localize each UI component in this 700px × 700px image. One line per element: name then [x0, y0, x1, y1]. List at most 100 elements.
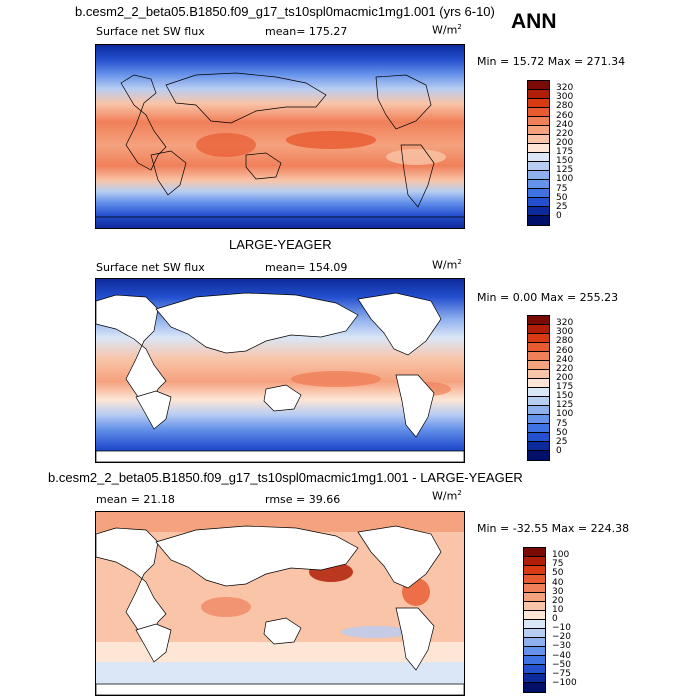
colorbar-tick-label: 200	[556, 137, 574, 148]
colorbar-tick-label: 25	[556, 436, 568, 447]
colorbar-swatch	[528, 99, 549, 108]
colorbar-swatch	[528, 171, 549, 180]
colorbar-swatch	[528, 325, 549, 334]
colorbar-tick-label: −100	[552, 677, 577, 688]
colorbar-tick-label: 260	[556, 110, 574, 121]
panel1-colorbar	[527, 80, 550, 226]
colorbar-tick-label: 320	[556, 318, 574, 329]
panel2-title: LARGE-YEAGER	[229, 237, 332, 252]
colorbar-tick-label: 20	[552, 595, 564, 606]
colorbar-tick-label: 75	[556, 418, 568, 429]
colorbar-swatch	[524, 620, 545, 629]
panel1-coastlines	[96, 72, 464, 218]
colorbar-tick-label: 300	[556, 92, 574, 103]
colorbar-swatch	[528, 352, 549, 361]
season-label: ANN	[511, 10, 557, 33]
panel2-variable-label: Surface net SW flux	[96, 261, 205, 274]
colorbar-swatch	[528, 388, 549, 397]
panel3-land	[96, 525, 464, 695]
colorbar-tick-label: 175	[556, 382, 574, 392]
panel3-mean: mean = 21.18	[96, 493, 175, 506]
colorbar-tick-label: 0	[552, 614, 558, 624]
colorbar-swatch	[528, 433, 549, 442]
colorbar-tick-label: 220	[556, 363, 574, 374]
colorbar-swatch	[528, 135, 549, 144]
colorbar-tick-label: 220	[556, 128, 574, 139]
colorbar-tick-label: 150	[556, 156, 574, 167]
colorbar-tick-label: 150	[556, 391, 574, 402]
colorbar-swatch	[528, 415, 549, 424]
colorbar-swatch	[528, 144, 549, 153]
colorbar-swatch	[528, 397, 549, 406]
colorbar-tick-label: −50	[552, 659, 571, 670]
panel2-map-svg	[96, 279, 464, 462]
panel2-land	[96, 292, 464, 462]
colorbar-swatch	[528, 90, 549, 99]
colorbar-swatch	[528, 343, 549, 352]
colorbar-swatch	[528, 334, 549, 343]
colorbar-tick-label: 40	[552, 577, 564, 588]
panel2-mean: mean= 154.09	[265, 261, 348, 274]
panel1-variable-label: Surface net SW flux	[96, 25, 205, 38]
colorbar-swatch	[524, 602, 545, 611]
colorbar-swatch	[524, 629, 545, 638]
colorbar-swatch	[524, 548, 545, 557]
panel3-title: b.cesm2_2_beta05.B1850.f09_g17_ts10spl0m…	[48, 470, 523, 485]
colorbar-tick-label: 75	[552, 559, 564, 570]
colorbar-tick-label: 125	[556, 400, 574, 411]
colorbar-swatch	[524, 611, 545, 620]
colorbar-tick-label: 175	[556, 147, 574, 157]
colorbar-tick-label: 50	[556, 192, 568, 203]
colorbar-swatch	[524, 647, 545, 656]
panel1-mean: mean= 175.27	[265, 25, 348, 38]
colorbar-tick-label: 0	[556, 210, 562, 221]
colorbar-swatch	[524, 584, 545, 593]
colorbar-tick-label: 100	[556, 409, 574, 420]
panel2-colorbar	[527, 315, 550, 461]
colorbar-tick-label: 300	[556, 327, 574, 338]
panel2-minmax: Min = 0.00 Max = 255.23	[477, 291, 619, 304]
colorbar-swatch	[524, 638, 545, 647]
colorbar-swatch	[524, 566, 545, 575]
colorbar-swatch	[528, 198, 549, 207]
colorbar-swatch	[524, 575, 545, 584]
colorbar-tick-label: 50	[556, 427, 568, 438]
colorbar-swatch	[528, 370, 549, 379]
colorbar-swatch	[528, 424, 549, 433]
colorbar-swatch	[528, 81, 549, 90]
colorbar-tick-label: 280	[556, 336, 574, 347]
panel3-minmax: Min = -32.55 Max = 224.38	[477, 522, 630, 535]
colorbar-tick-label: 30	[552, 586, 564, 597]
colorbar-swatch	[528, 379, 549, 388]
colorbar-swatch	[524, 593, 545, 602]
panel3-rmse: rmse = 39.66	[265, 493, 341, 506]
colorbar-tick-label: 50	[552, 568, 564, 579]
panel1-map	[95, 44, 465, 229]
colorbar-swatch	[528, 108, 549, 117]
colorbar-tick-label: 320	[556, 83, 574, 94]
colorbar-tick-label: −20	[552, 632, 571, 643]
colorbar-swatch	[524, 683, 545, 692]
colorbar-tick-label: 260	[556, 345, 574, 356]
colorbar-tick-label: 100	[552, 550, 570, 561]
colorbar-swatch	[528, 406, 549, 415]
colorbar-tick-label: 0	[556, 445, 562, 456]
colorbar-swatch	[524, 665, 545, 674]
panel3-map	[95, 511, 465, 696]
colorbar-swatch	[528, 126, 549, 135]
colorbar-swatch	[528, 117, 549, 126]
panel3-map-svg	[96, 512, 464, 695]
colorbar-swatch	[528, 316, 549, 325]
colorbar-swatch	[528, 180, 549, 189]
colorbar-swatch	[524, 557, 545, 566]
colorbar-tick-label: −40	[552, 650, 571, 661]
colorbar-swatch	[524, 674, 545, 683]
colorbar-tick-label: −10	[552, 623, 571, 634]
colorbar-tick-label: 280	[556, 101, 574, 112]
colorbar-tick-label: −30	[552, 641, 571, 652]
colorbar-tick-label: 125	[556, 165, 574, 176]
colorbar-swatch	[528, 216, 549, 225]
colorbar-tick-label: 200	[556, 372, 574, 383]
panel1-map-svg	[96, 45, 464, 228]
panel1-units: W/m2	[432, 23, 462, 37]
